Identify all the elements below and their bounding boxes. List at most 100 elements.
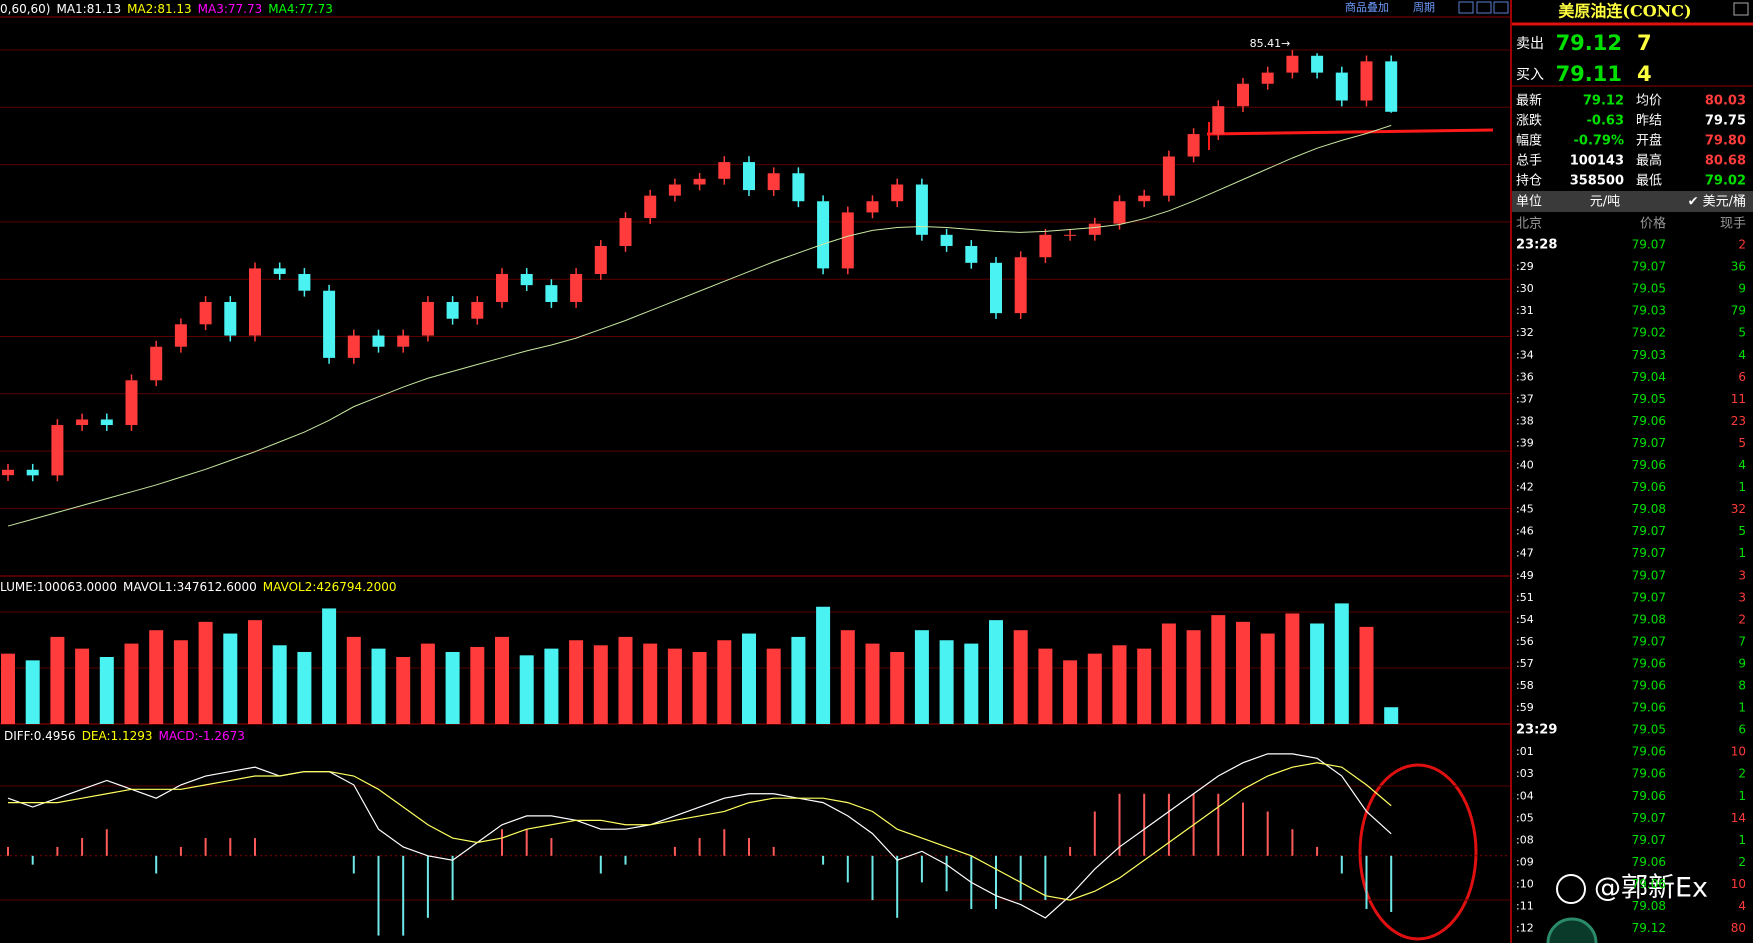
volume-bar [519, 655, 534, 724]
candle-body [940, 234, 953, 246]
quote-value: 79.80 [1705, 134, 1746, 149]
volume-bar [124, 643, 139, 724]
tick-price: 79.08 [1632, 899, 1666, 913]
quote-label: 最低 [1636, 174, 1662, 189]
volume-bar [1359, 626, 1374, 724]
volume-bar [1063, 660, 1078, 724]
drawn-circle [1358, 763, 1478, 941]
volume-bar [1013, 630, 1028, 724]
ma-legend: 0,60,60) MA1:81.13 MA2:81.13 MA3:77.73 MA4:7… [0, 2, 333, 16]
tick-time: :01 [1516, 745, 1534, 758]
candle-body [150, 346, 163, 381]
tick-price: 79.06 [1632, 767, 1666, 781]
unit-option[interactable]: 元/吨 [1590, 195, 1620, 210]
tick-price: 79.07 [1632, 634, 1666, 648]
tick-time: :04 [1516, 789, 1534, 802]
candle-body [1039, 234, 1052, 258]
volume-legend: LUME:100063.0000 MAVOL1:347612.6000 MAVOL2… [0, 580, 397, 594]
tick-volume: 1 [1738, 833, 1746, 847]
volume-bar [420, 643, 435, 724]
max-price-label: 85.41→ [1250, 37, 1291, 50]
tick-volume: 1 [1738, 789, 1746, 803]
candle-body [26, 469, 39, 476]
tick-price: 79.07 [1632, 436, 1666, 450]
candle-body [1064, 234, 1077, 236]
ma-legend-item: MA3:77.73 [198, 2, 263, 16]
candle-body [866, 201, 879, 213]
volume-bar [149, 630, 164, 724]
column-header: 现手 [1720, 217, 1746, 232]
volume-bar [1384, 707, 1399, 724]
tick-price: 79.06 [1632, 855, 1666, 869]
candle-body [792, 173, 805, 202]
tick-volume: 5 [1738, 326, 1746, 340]
volume-bar [371, 648, 386, 724]
candle-body [298, 273, 311, 291]
candle-body [51, 425, 64, 476]
tick-volume: 6 [1738, 723, 1746, 737]
toolbar-link[interactable]: 周期 [1413, 1, 1435, 14]
tick-price: 79.06 [1632, 414, 1666, 428]
quote-value: -0.63 [1587, 114, 1624, 129]
candle-body [446, 301, 459, 319]
ma-legend-item: 0,60,60) [0, 2, 50, 16]
volume-bar [322, 608, 337, 724]
tick-price: 79.07 [1632, 590, 1666, 604]
tick-price: 79.02 [1632, 326, 1666, 340]
volume-bar [1, 653, 15, 724]
tick-time: :54 [1516, 613, 1534, 626]
tick-price: 79.07 [1632, 260, 1666, 274]
candle-body [1014, 257, 1027, 314]
tick-price: 79.06 [1632, 745, 1666, 759]
toolbar-link[interactable]: 商品叠加 [1345, 0, 1389, 14]
volume-bar [223, 633, 238, 724]
quote-value: -0.79% [1574, 134, 1625, 149]
candle-body [1237, 83, 1249, 107]
tick-time: :34 [1516, 348, 1534, 361]
tick-time: :58 [1516, 679, 1534, 692]
window-icon[interactable] [1458, 1, 1474, 14]
quote-label: 幅度 [1516, 133, 1542, 149]
tick-volume: 1 [1738, 701, 1746, 715]
tick-price: 79.06 [1632, 656, 1666, 670]
quote-label: 最高 [1636, 153, 1662, 169]
candle-body [767, 173, 780, 191]
tick-price: 79.07 [1632, 524, 1666, 538]
candle-body [224, 301, 237, 336]
tick-volume: 4 [1738, 348, 1746, 362]
volume-bar [692, 651, 707, 724]
tick-volume: 7 [1738, 634, 1746, 648]
unit-option[interactable]: ✔ 美元/桶 [1688, 195, 1746, 210]
tick-volume: 10 [1731, 877, 1746, 891]
volume-bar [791, 636, 806, 724]
tick-volume: 10 [1731, 745, 1746, 759]
candle-body [397, 335, 410, 347]
volume-bar [766, 648, 781, 724]
tick-time: :39 [1516, 436, 1534, 449]
window-icon[interactable] [1476, 1, 1492, 14]
volume-bar [25, 660, 40, 724]
float-button[interactable] [1546, 917, 1598, 943]
candle-body [1360, 61, 1373, 101]
volume-bar [1186, 630, 1201, 724]
candle-body [273, 268, 286, 274]
tick-price: 79.06 [1632, 480, 1666, 494]
tick-time: :49 [1516, 569, 1534, 582]
tick-price: 79.08 [1632, 502, 1666, 516]
quote-value: 358500 [1570, 174, 1624, 189]
macd-legend-item: DEA:1.1293 [82, 729, 153, 743]
window-icon[interactable] [1493, 1, 1509, 14]
candle-body [520, 273, 533, 286]
buy-price: 79.11 [1556, 62, 1622, 86]
window-icon[interactable] [1733, 2, 1749, 16]
tick-volume: 9 [1738, 656, 1746, 670]
tick-volume: 4 [1738, 458, 1746, 472]
sell-label: 卖出 [1516, 36, 1544, 52]
volume-bar [99, 657, 114, 724]
unit-row [1512, 191, 1753, 212]
tick-price: 79.03 [1632, 304, 1666, 318]
volume-bar [297, 651, 312, 724]
volume-bar [50, 636, 65, 724]
